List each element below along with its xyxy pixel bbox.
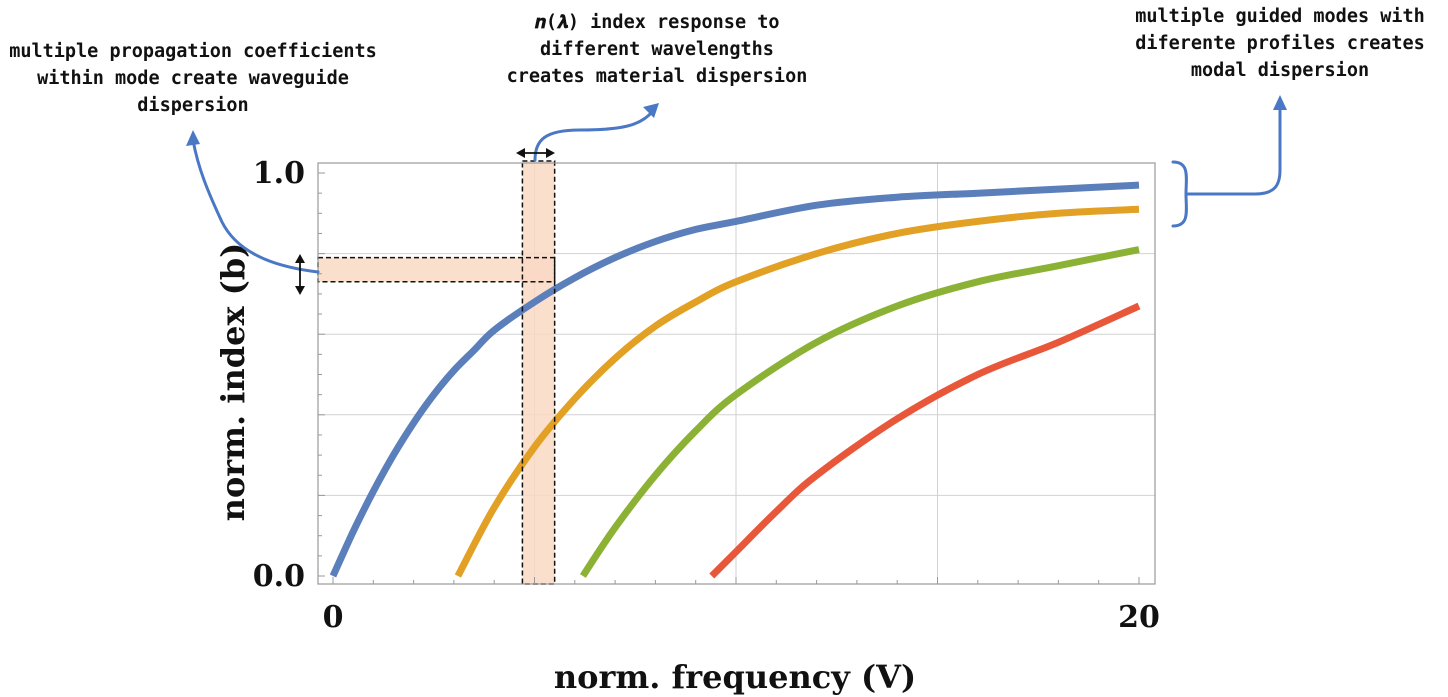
annotation-waveguide-line-3: dispersion (137, 95, 248, 116)
brace-modal (1171, 160, 1188, 228)
arrow-head-waveguide (186, 130, 200, 146)
annotations: multiple propagation coefficients within… (9, 6, 1425, 116)
mode-curve-2 (579, 246, 1140, 578)
tick-labels: 0 20 0.0 1.0 (253, 156, 1160, 635)
highlight-band-horizontal (318, 257, 555, 282)
x-tick-label-0: 0 (323, 600, 344, 635)
annotation-modal-line-2: diferente profiles creates (1135, 33, 1425, 54)
double-arrow-horizontal-left (516, 148, 525, 158)
y-tick-label-1: 1.0 (253, 156, 305, 191)
mode-curves (317, 160, 1141, 585)
mode-curve-3 (709, 302, 1141, 579)
annotation-waveguide-line-1: multiple propagation coefficients (9, 41, 377, 62)
mode-curve-1 (454, 205, 1140, 578)
y-tick-label-0: 0.0 (253, 559, 305, 594)
highlight-bands (318, 161, 555, 584)
plot-frame (317, 162, 1156, 585)
arrow-head-material (643, 103, 659, 118)
double-arrow-vertical-bottom (295, 286, 305, 295)
annotation-waveguide-line-2: within mode create waveguide (37, 68, 349, 89)
annotation-modal-line-1: multiple guided modes with (1135, 6, 1425, 27)
double-arrow-vertical-top (295, 254, 305, 263)
arrow-head-modal (1273, 95, 1287, 110)
x-tick-label-20: 20 (1118, 600, 1160, 635)
double-arrow-horizontal-right (546, 148, 555, 158)
arrow-waveguide (191, 138, 320, 274)
annotation-material-line-1: 𝒏(𝝀) index response to (535, 12, 780, 33)
arrow-material (533, 110, 654, 162)
y-axis-title: norm. index (b) (214, 243, 252, 522)
annotation-material-line-2: different wavelengths (540, 39, 774, 60)
annotation-material-line-3: creates material dispersion (507, 66, 808, 87)
highlight-band-vertical (522, 161, 555, 584)
annotation-modal-line-3: modal dispersion (1191, 60, 1369, 81)
grid-lines (318, 163, 1155, 584)
annotation-arrows (186, 95, 1287, 295)
highlight-outline-vertical (521, 160, 556, 585)
arrow-modal (1186, 106, 1282, 196)
mode-curve-0 (329, 181, 1140, 578)
x-axis-title: norm. frequency (V) (554, 658, 916, 696)
